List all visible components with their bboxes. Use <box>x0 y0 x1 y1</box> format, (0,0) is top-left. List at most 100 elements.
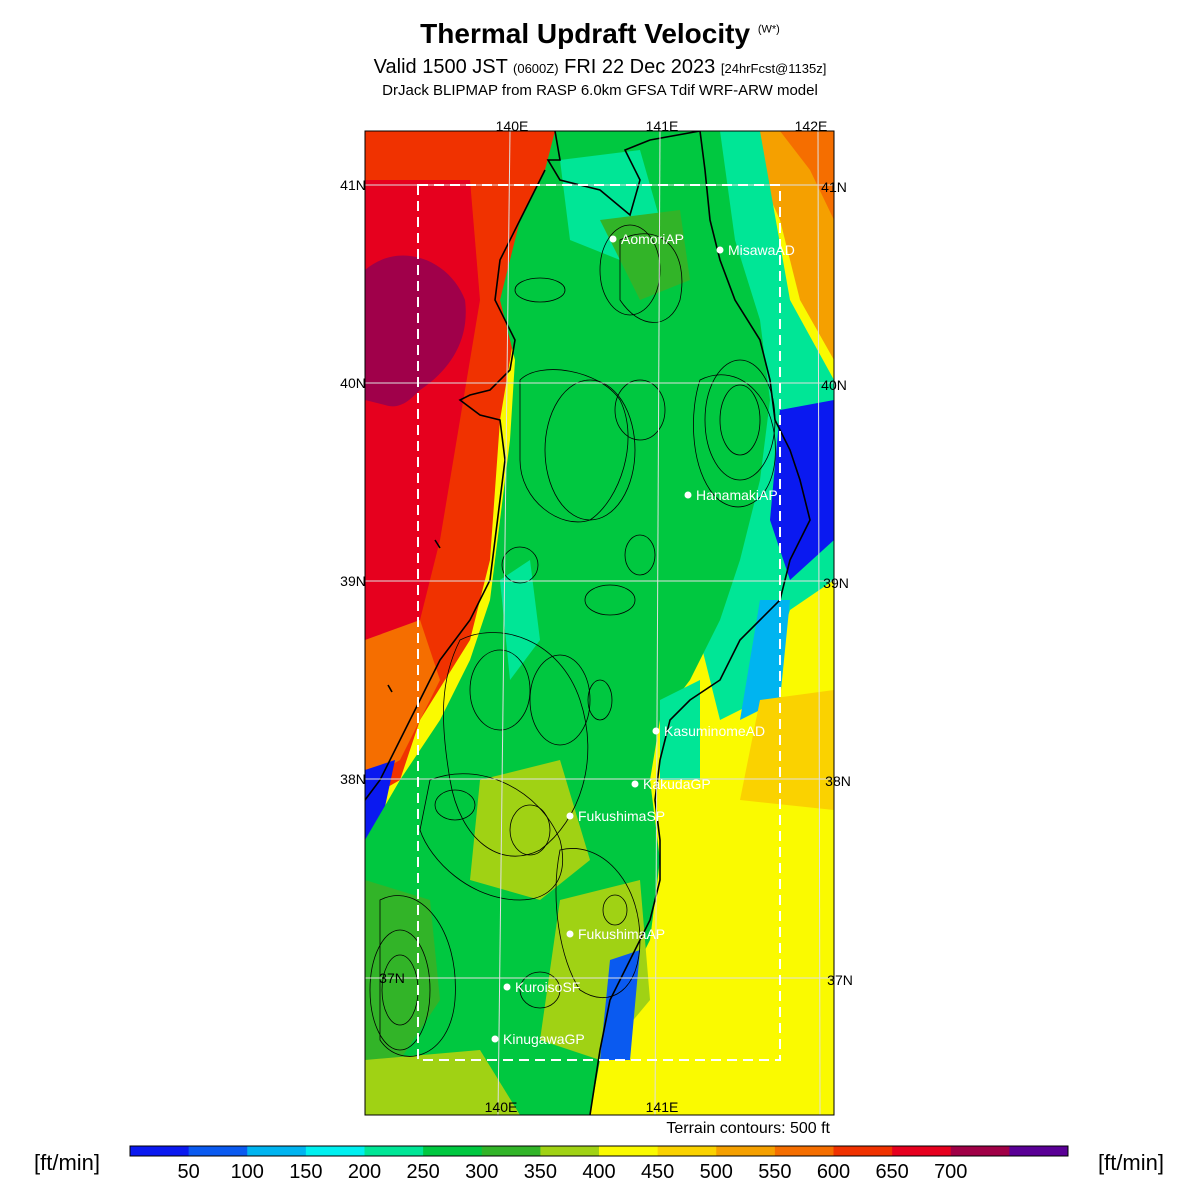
site-label-aomori: AomoriAP <box>621 231 684 247</box>
colorbar-swatch <box>950 1146 1010 1156</box>
colorbar-swatch <box>188 1146 248 1156</box>
graticule <box>365 131 834 1115</box>
lat-left-40: 40N <box>340 375 366 391</box>
colorbar-swatch <box>305 1146 365 1156</box>
site-label-kasuminome: KasuminomeAD <box>664 723 765 739</box>
ocean-northeast-corner <box>780 131 834 220</box>
site-dot-hanamaki[interactable] <box>684 491 692 499</box>
colorbar-label: 450 <box>641 1161 674 1183</box>
domain-box <box>417 184 781 1061</box>
lon-bottom-141: 141E <box>646 1099 679 1115</box>
lon-top-142: 142E <box>795 118 828 134</box>
map-plot-area: AomoriAP MisawaAD HanamakiAP KasuminomeA… <box>365 131 834 1115</box>
lat-left-41: 41N <box>340 177 366 193</box>
site-dot-fukushima-sp[interactable] <box>566 812 574 820</box>
lat-left-39: 39N <box>340 573 366 589</box>
ocean-southeast <box>700 820 834 1115</box>
land-patch-aomori <box>600 210 690 300</box>
colorbar-swatch <box>364 1146 424 1156</box>
map-frame <box>364 130 835 1116</box>
colorbar-label: 300 <box>465 1161 498 1183</box>
colorbar-label: 400 <box>582 1161 615 1183</box>
model-description: DrJack BLIPMAP from RASP 6.0km GFSA Tdif… <box>382 82 818 99</box>
valid-zulu: (0600Z) <box>513 61 559 76</box>
site-dot-misawa[interactable] <box>716 246 724 254</box>
lat-right-37: 37N <box>827 972 853 988</box>
colorbar-label: 250 <box>406 1161 439 1183</box>
site-label-kinugawa: KinugawaGP <box>503 1031 585 1047</box>
colorbar-label: 500 <box>700 1161 733 1183</box>
coastlines <box>365 131 811 1115</box>
terrain-contours <box>369 224 776 1057</box>
lon-top-140: 140E <box>496 118 529 134</box>
site-dot-fukushima-ap[interactable] <box>566 930 574 938</box>
site-dot-aomori[interactable] <box>609 235 617 243</box>
valid-date: FRI 22 Dec 2023 <box>564 56 716 78</box>
colorbar-swatch <box>423 1146 483 1156</box>
colorbar: 50 100 150 200 250 300 350 400 450 500 550 600 650 70… <box>129 1145 1069 1183</box>
site-dot-kasuminome[interactable] <box>652 727 660 735</box>
site-label-misawa: MisawaAD <box>728 242 795 258</box>
colorbar-label: 700 <box>934 1161 967 1183</box>
land-mass <box>365 131 770 1115</box>
ocean-east-cyan <box>740 600 790 720</box>
colorbar-label: 200 <box>348 1161 381 1183</box>
colorbar-label: 600 <box>817 1161 850 1183</box>
map-title: Thermal Updraft Velocity (W*) <box>0 18 1200 50</box>
forecast-info: [24hrFcst@1135z] <box>720 61 827 76</box>
lat-right-39: 39N <box>823 575 849 591</box>
lat-right-41: 41N <box>821 179 847 195</box>
valid-prefix: Valid 1500 JST <box>373 56 508 78</box>
site-label-kakuda: KakudaGP <box>643 776 711 792</box>
ocean-northeast <box>740 131 834 360</box>
site-markers: AomoriAP MisawaAD HanamakiAP KasuminomeA… <box>491 231 795 1047</box>
colorbar-unit-right: [ft/min] <box>1097 1150 1164 1175</box>
site-dot-kuroiso[interactable] <box>503 983 511 991</box>
land-patch-bottom <box>365 1050 520 1115</box>
colorbar-swatch <box>247 1146 307 1156</box>
colorbar-swatch <box>481 1146 541 1156</box>
colorbar-swatch <box>716 1146 776 1156</box>
lat-left-38: 38N <box>340 771 366 787</box>
colorbar-swatch <box>892 1146 952 1156</box>
land-patch-southwest <box>365 880 440 1070</box>
land-patch-yamagata <box>500 560 540 680</box>
colorbar-label: 50 <box>178 1161 200 1183</box>
site-label-fukushima-ap: FukushimaAP <box>578 926 665 942</box>
colorbar-label: 350 <box>524 1161 557 1183</box>
ocean-west-orange <box>365 620 440 780</box>
axis-labels: 140E 141E 142E 140E 141E 41N 40N 39N 38N… <box>340 118 853 1115</box>
land-patch-south <box>470 760 590 900</box>
colorbar-swatch <box>599 1146 659 1156</box>
site-dot-kinugawa[interactable] <box>491 1035 499 1043</box>
lat-left-37: 37N <box>379 970 405 986</box>
colorbar-swatch <box>130 1146 190 1156</box>
colorbar-swatch <box>833 1146 893 1156</box>
lon-bottom-140: 140E <box>485 1099 518 1115</box>
ocean-west-far <box>365 255 466 407</box>
colorbar-label: 550 <box>758 1161 791 1183</box>
title-symbol: (W*) <box>757 23 780 36</box>
ocean-east-orange <box>740 690 834 810</box>
lon-top-141: 141E <box>646 118 679 134</box>
colorbar-swatch <box>774 1146 834 1156</box>
colorbar-swatch <box>540 1146 600 1156</box>
site-label-hanamaki: HanamakiAP <box>696 487 778 503</box>
colorbar-unit-left: [ft/min] <box>34 1150 101 1175</box>
terrain-note: Terrain contours: 500 ft <box>666 1120 830 1137</box>
colorbar-label: 150 <box>289 1161 322 1183</box>
colorbar-label: 650 <box>875 1161 908 1183</box>
colorbar-outline <box>129 1145 1069 1157</box>
site-label-kuroiso: KuroisoSF <box>515 979 580 995</box>
lat-right-40: 40N <box>821 377 847 393</box>
colorbar-swatch <box>1009 1146 1069 1156</box>
valid-time: Valid 1500 JST (0600Z) FRI 22 Dec 2023 [… <box>0 56 1200 79</box>
title-main: Thermal Updraft Velocity <box>420 18 751 49</box>
site-label-fukushima-sp: FukushimaSP <box>578 808 665 824</box>
coast-cyan-patch <box>660 680 700 780</box>
colorbar-swatch <box>657 1146 717 1156</box>
site-dot-kakuda[interactable] <box>631 780 639 788</box>
colorbar-label: 100 <box>231 1161 264 1183</box>
lat-right-38: 38N <box>825 773 851 789</box>
